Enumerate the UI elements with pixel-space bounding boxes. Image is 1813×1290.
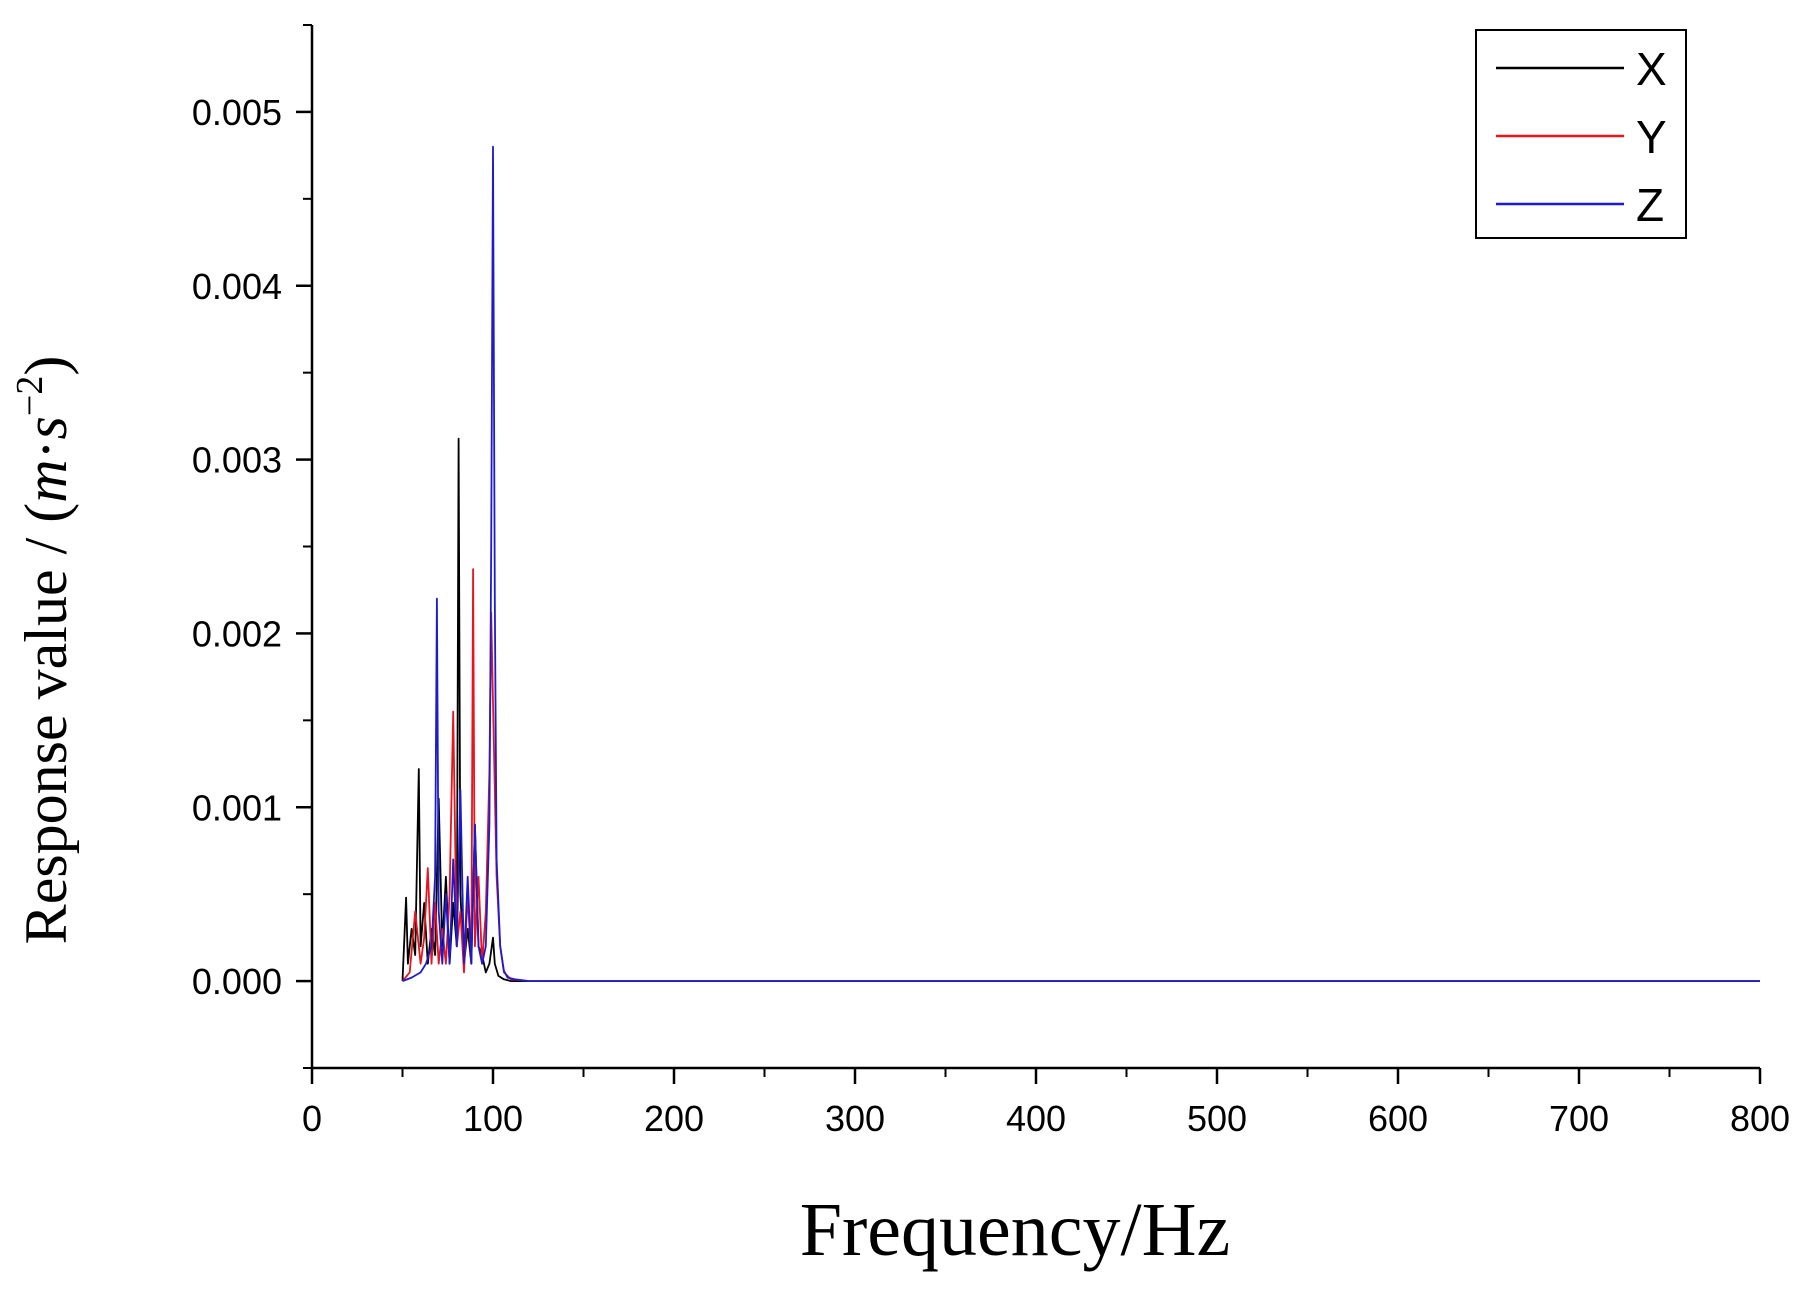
svg-text:Response value / (m·s−2): Response value / (m·s−2): [9, 356, 79, 945]
x-tick-label: 300: [825, 1098, 885, 1139]
x-axis-title: Frequency/Hz: [800, 1188, 1231, 1272]
y-tick-label: 0.004: [192, 266, 282, 307]
y-axis-title-dot: ·: [13, 439, 79, 459]
y-axis-title: Response value / (m·s−2): [9, 356, 79, 945]
x-tick-label: 400: [1006, 1098, 1066, 1139]
y-axis-title-close: ): [13, 356, 79, 376]
y-axis-title-m: m: [13, 459, 79, 502]
x-tick-label: 800: [1730, 1098, 1790, 1139]
legend-label-z: Z: [1636, 179, 1664, 231]
y-tick-label: 0.003: [192, 440, 282, 481]
legend-label-y: Y: [1636, 111, 1667, 163]
x-tick-label: 200: [644, 1098, 704, 1139]
y-tick-label: 0.002: [192, 613, 282, 654]
x-tick-label: 500: [1187, 1098, 1247, 1139]
y-axis-title-exp: −2: [9, 376, 51, 416]
x-tick-label: 600: [1368, 1098, 1428, 1139]
legend: XYZ: [1475, 29, 1687, 239]
x-tick-label: 700: [1549, 1098, 1609, 1139]
series-line-x: [401, 437, 1760, 982]
y-tick-label: 0.001: [192, 787, 282, 828]
series-line-z: [402, 145, 1760, 982]
plot-area: [401, 145, 1760, 982]
x-tick-label: 100: [463, 1098, 523, 1139]
y-tick-label: 0.005: [192, 92, 282, 133]
axes: 0 100 200 300 400 500 600 700 800 0.000 0.001 0.002…: [192, 24, 1790, 1139]
y-axis-title-s: s: [13, 416, 79, 439]
y-tick-label: 0.000: [192, 961, 282, 1002]
y-axis-title-base: Response value / (: [13, 503, 79, 945]
legend-label-x: X: [1636, 43, 1667, 95]
x-tick-label: 0: [302, 1098, 322, 1139]
